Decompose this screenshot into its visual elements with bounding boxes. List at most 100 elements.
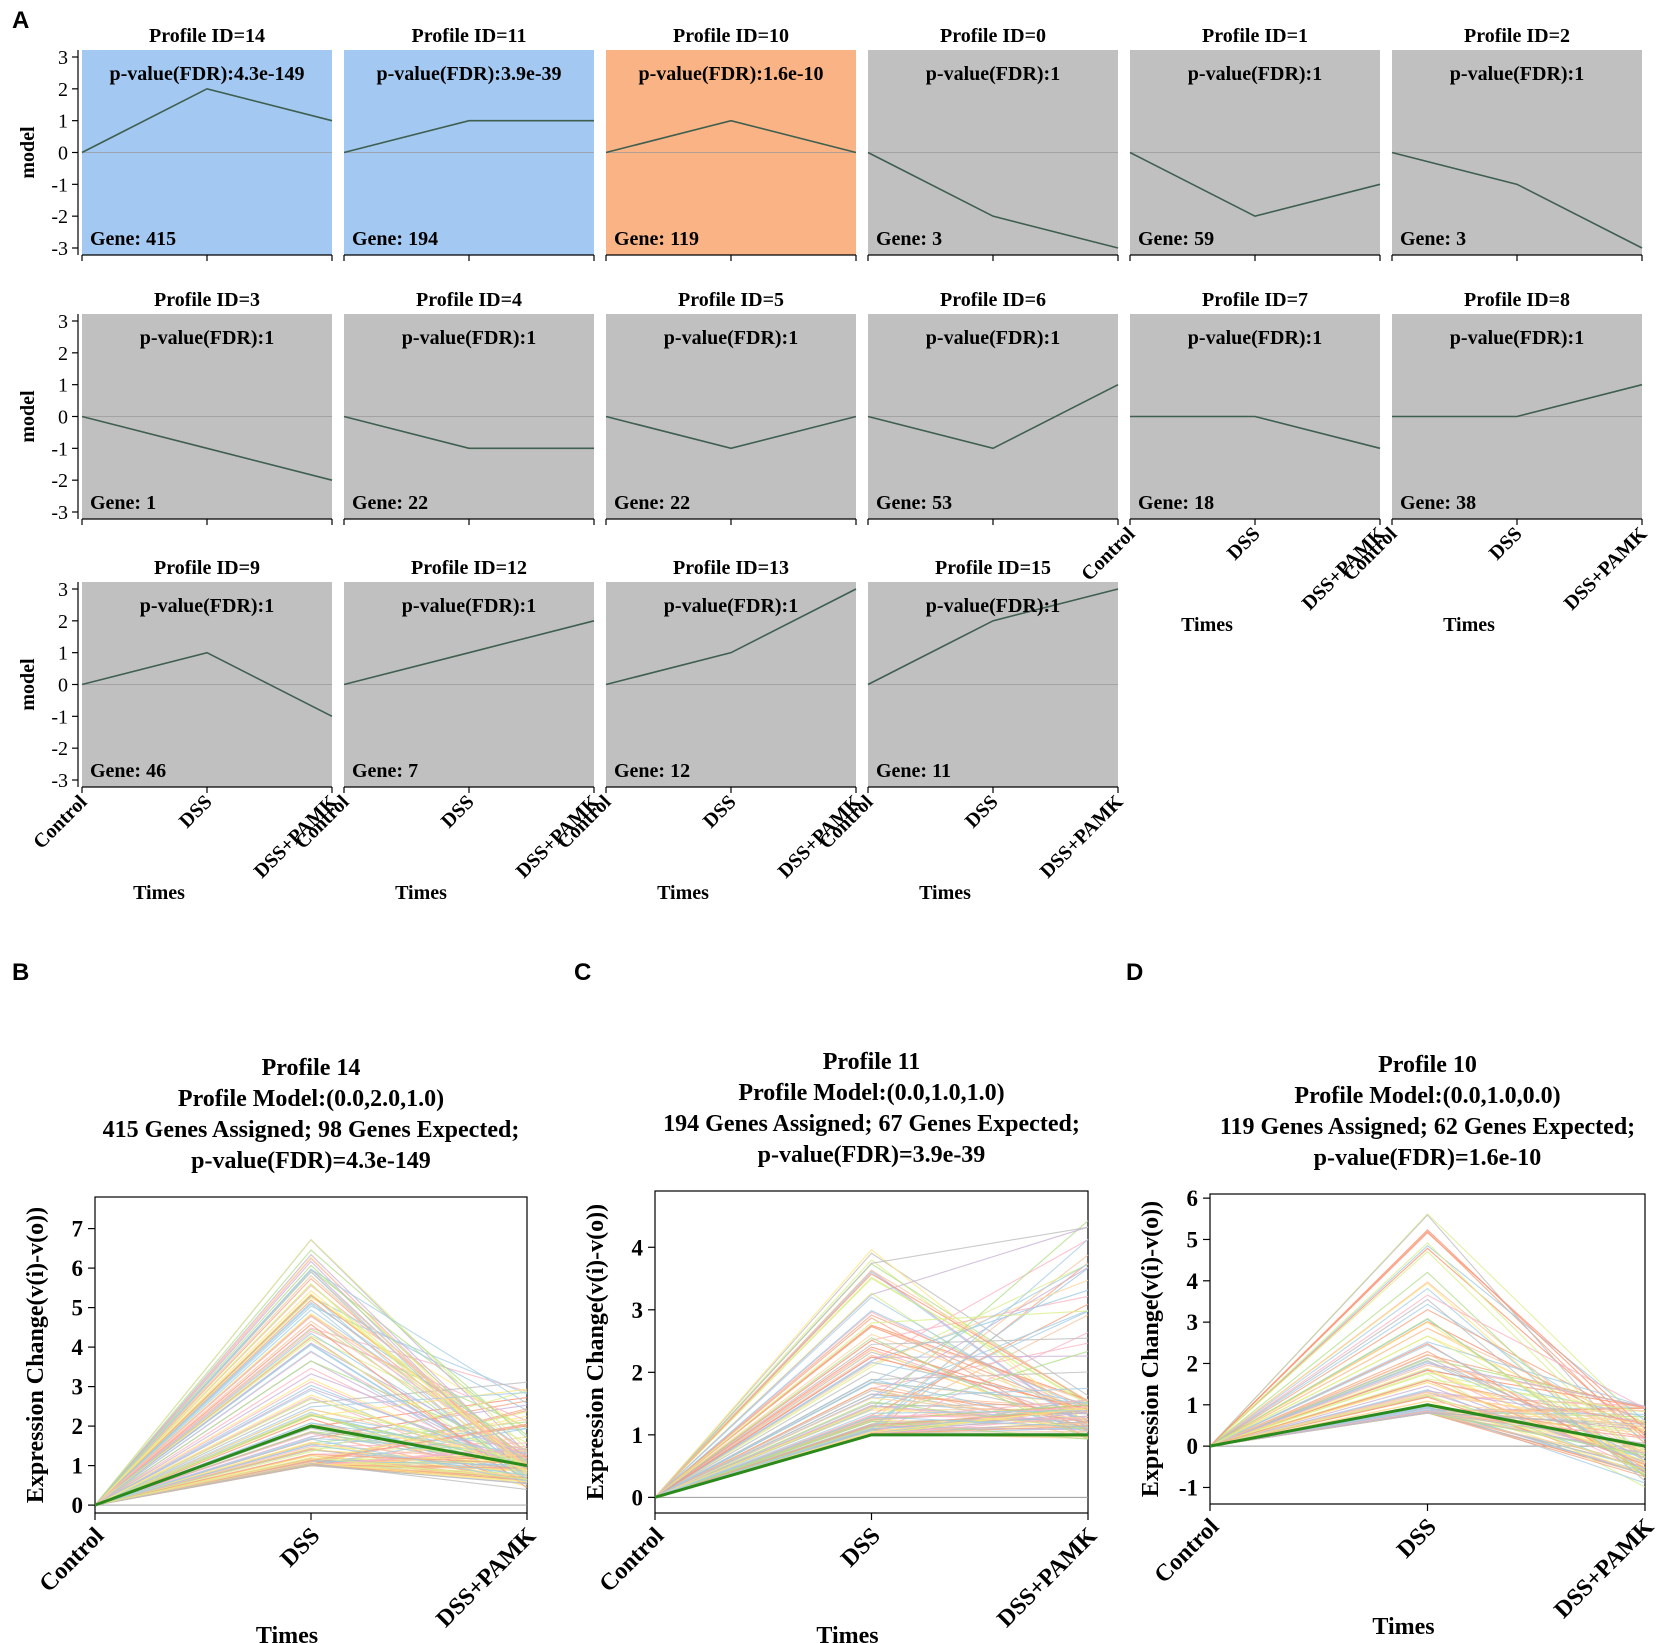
profile-pvalue: p-value(FDR):1 xyxy=(664,327,798,349)
y-tick-label: 1 xyxy=(632,1423,644,1448)
profile-pvalue: p-value(FDR):1 xyxy=(402,327,536,349)
chart-title-line: Profile 10 xyxy=(1378,1052,1477,1078)
gene-profile-line xyxy=(1209,1281,1646,1462)
profile-pvalue: p-value(FDR):1 xyxy=(1450,327,1584,349)
gene-profile-line xyxy=(94,1418,528,1506)
profile-model-line xyxy=(94,1424,528,1507)
gene-profile-line xyxy=(1209,1229,1646,1447)
chart-title-line: Profile Model:(0.0,1.0,1.0) xyxy=(738,1080,1004,1106)
x-tick-label: DSS+PAMK xyxy=(1549,1514,1659,1624)
x-tick-label: DSS xyxy=(1485,523,1527,565)
profile-panel: Profile ID=0 p-value(FDR):1 Gene: 3 xyxy=(867,25,1119,261)
gene-profile-line xyxy=(94,1457,528,1506)
x-tick-label: Control xyxy=(1150,1514,1225,1589)
x-tick-label: DSS xyxy=(961,791,1003,833)
y-axis-title: model xyxy=(17,658,39,711)
x-axis-title: Times xyxy=(1372,1614,1434,1640)
y-tick-label: 4 xyxy=(632,1235,644,1260)
profile-title: Profile ID=7 xyxy=(1202,289,1308,311)
gene-profile-line xyxy=(1209,1327,1646,1447)
x-tick-label: Control xyxy=(35,1523,110,1598)
profile-title: Profile ID=9 xyxy=(154,557,260,579)
gene-profile-line xyxy=(654,1404,1089,1498)
gene-profile-line xyxy=(94,1330,528,1506)
profile-gene-count: Gene: 7 xyxy=(352,760,418,782)
profile-gene-count: Gene: 22 xyxy=(614,492,690,514)
profile-pvalue: p-value(FDR):1 xyxy=(402,595,536,617)
gene-profile-line xyxy=(654,1263,1089,1498)
y-tick-label: 6 xyxy=(72,1256,84,1281)
profile-pvalue: p-value(FDR):1 xyxy=(1188,327,1322,349)
gene-profile-line xyxy=(654,1393,1089,1498)
profile-pvalue: p-value(FDR):1 xyxy=(1450,63,1584,85)
profile-gene-count: Gene: 53 xyxy=(876,492,952,514)
y-tick-label: 3 xyxy=(58,579,68,601)
profile-title: Profile ID=8 xyxy=(1464,289,1570,311)
profile-title: Profile ID=10 xyxy=(673,25,789,47)
x-axis-title: Times xyxy=(1181,614,1233,636)
x-tick-label: DSS+PAMK xyxy=(1036,791,1128,883)
y-tick-label: 1 xyxy=(58,643,68,665)
y-tick-label: -1 xyxy=(51,706,68,728)
profile-panel: Profile ID=1 p-value(FDR):1 Gene: 59 xyxy=(1129,25,1381,261)
profile-title: Profile ID=14 xyxy=(149,25,265,47)
gene-profile-line xyxy=(654,1346,1089,1498)
gene-profile-line xyxy=(94,1305,528,1506)
gene-profile-line xyxy=(94,1384,528,1506)
x-tick-label: DSS xyxy=(175,791,217,833)
y-tick-label: 3 xyxy=(58,311,68,333)
y-tick-label: -3 xyxy=(51,238,68,260)
y-tick-label: 1 xyxy=(58,111,68,133)
gene-profile-line xyxy=(1209,1362,1646,1447)
gene-profile-line xyxy=(654,1239,1089,1498)
profile-model-line xyxy=(605,415,857,450)
profile-model-line xyxy=(1129,151,1381,218)
gene-profile-line xyxy=(654,1333,1089,1498)
profile-title: Profile ID=5 xyxy=(678,289,784,311)
gene-profile-line xyxy=(654,1276,1089,1498)
gene-profile-line xyxy=(654,1289,1089,1498)
gene-profile-line xyxy=(94,1315,528,1506)
profile-model-line xyxy=(1130,415,1381,450)
profile-model-line xyxy=(1392,383,1643,418)
chart-title-line: Profile Model:(0.0,1.0,0.0) xyxy=(1294,1083,1560,1109)
gene-profile-line xyxy=(94,1464,528,1506)
gene-profile-line xyxy=(94,1367,528,1506)
gene-profile-line xyxy=(654,1226,1089,1498)
profile-model-line xyxy=(605,588,857,686)
y-axis-title: model xyxy=(17,390,39,443)
y-tick-label: -1 xyxy=(51,174,68,196)
profile-title: Profile ID=4 xyxy=(416,289,522,311)
profile-panel: Profile ID=9 p-value(FDR):1 Gene: 46 3 2 1 0 -1… xyxy=(17,557,342,904)
profile-model-line xyxy=(343,415,594,450)
chart-title-line: 194 Genes Assigned; 67 Genes Expected; xyxy=(663,1111,1080,1137)
y-tick-label: 0 xyxy=(58,143,68,165)
profile-model-line xyxy=(867,383,1119,450)
gene-profile-line xyxy=(1209,1247,1646,1447)
x-axis-title: Times xyxy=(816,1623,878,1643)
y-tick-label: 0 xyxy=(58,675,68,697)
gene-profile-line xyxy=(654,1226,1089,1498)
gene-profile-line xyxy=(1209,1335,1646,1451)
profile-panel: Profile ID=4 p-value(FDR):1 Gene: 22 xyxy=(343,289,595,525)
y-tick-label: 0 xyxy=(632,1485,644,1510)
gene-profile-line xyxy=(654,1371,1089,1498)
profile-gene-count: Gene: 3 xyxy=(1400,228,1466,250)
x-tick-label: DSS xyxy=(276,1523,326,1573)
gene-profile-line xyxy=(1209,1321,1646,1468)
y-tick-label: 4 xyxy=(1187,1269,1199,1294)
profile-panel: Profile ID=14 p-value(FDR):4.3e-149 Gene: … xyxy=(17,25,333,261)
gene-profile-line xyxy=(654,1337,1089,1498)
profile-title: Profile ID=13 xyxy=(673,557,789,579)
profile-gene-count: Gene: 3 xyxy=(876,228,942,250)
y-tick-label: -2 xyxy=(51,738,68,760)
gene-profile-line xyxy=(654,1416,1089,1498)
gene-profile-line xyxy=(94,1264,528,1506)
y-tick-label: 3 xyxy=(632,1298,644,1323)
gene-profile-line xyxy=(654,1273,1089,1498)
x-tick-label: DSS xyxy=(1223,523,1265,565)
gene-profile-line xyxy=(1209,1244,1646,1447)
gene-profile-line xyxy=(94,1444,528,1506)
